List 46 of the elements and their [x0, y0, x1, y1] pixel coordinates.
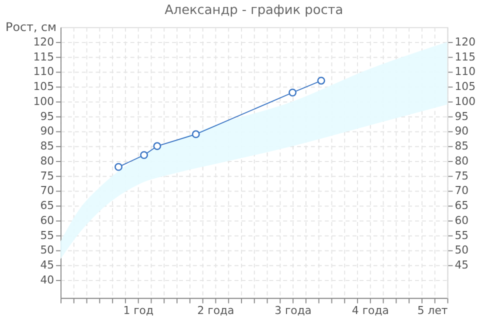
y-tick-label: 65	[40, 199, 54, 212]
y-tick-label: 105	[33, 80, 54, 94]
y-tick-label: 75	[40, 169, 54, 182]
y2-tick-label: 115	[454, 50, 476, 64]
y-tick-label: 95	[40, 110, 54, 123]
y-tick-label: 40	[40, 273, 54, 286]
chart-title: Александр - график роста	[164, 3, 344, 18]
y-tick-label: 55	[40, 228, 54, 242]
y-tick-label: 120	[33, 35, 54, 48]
y2-tick-label: 80	[454, 154, 469, 168]
y2-tick-label: 85	[454, 140, 469, 153]
y2-tick-label: 45	[454, 258, 469, 272]
point	[153, 142, 162, 150]
y-tick-label: 45	[40, 258, 54, 272]
point	[288, 88, 297, 97]
y2-tick-label: 105	[454, 80, 476, 94]
y-axis-title: Рост, см	[6, 20, 57, 34]
point	[317, 76, 326, 85]
y2-tick-label: 100	[454, 94, 476, 108]
y2-tick-label: 70	[454, 184, 469, 198]
y-tick-label: 70	[40, 184, 54, 198]
x-tick-label: 3 года	[274, 304, 312, 318]
y2-tick-label: 95	[454, 110, 469, 123]
y-tick-label: 50	[40, 244, 54, 257]
x-tick-label: 2 года	[197, 304, 234, 318]
y-tick-label: 100	[33, 94, 54, 108]
y2-tick-label: 55	[454, 228, 469, 242]
x-tick-label: 4 года	[352, 304, 389, 318]
point	[192, 130, 200, 138]
y-tick-label: 80	[40, 154, 54, 168]
y-tick-label: 90	[40, 124, 54, 138]
point	[140, 151, 148, 160]
y2-tick-label: 120	[454, 35, 476, 48]
y2-tick-label: 65	[454, 199, 469, 212]
y2-tick-label: 50	[454, 244, 469, 257]
y2-tick-label: 90	[454, 124, 469, 138]
y2-tick-label: 110	[454, 65, 476, 78]
y-tick-label: 115	[33, 50, 54, 64]
point	[114, 162, 122, 171]
y2-tick-label: 75	[454, 169, 469, 182]
x-tick-label: 5 лет	[417, 304, 448, 318]
y-tick-label: 85	[40, 140, 54, 153]
y-tick-label: 60	[40, 214, 54, 227]
y-tick-label: 110	[33, 65, 54, 78]
y2-tick-label: 60	[454, 214, 469, 227]
x-tick-label: 1 год	[123, 304, 154, 318]
